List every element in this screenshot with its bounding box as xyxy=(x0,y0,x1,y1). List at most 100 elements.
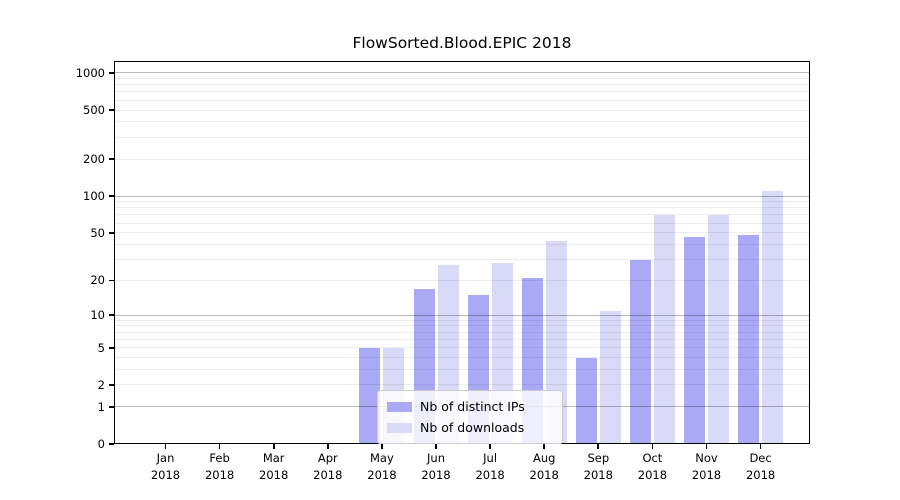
bar-downloads-nov xyxy=(708,214,729,444)
gridline-minor xyxy=(114,91,810,93)
gridline-minor xyxy=(114,109,810,111)
y-tick-label: 0 xyxy=(97,437,105,451)
x-tick-label-year: 2018 xyxy=(421,468,451,482)
y-tick-label: 50 xyxy=(90,225,105,240)
y-tick-label: 100 xyxy=(83,189,105,204)
x-tick-mark xyxy=(272,444,275,449)
y-tick-mark xyxy=(109,195,114,197)
x-tick-label-year: 2018 xyxy=(637,468,668,482)
y-tick-label: 5 xyxy=(97,340,105,355)
x-tick-mark xyxy=(326,444,329,449)
gridline-minor xyxy=(114,259,810,261)
y-tick-label: 20 xyxy=(90,273,105,288)
gridline-minor xyxy=(114,338,810,340)
x-tick-label-year: 2018 xyxy=(259,468,289,482)
gridline-minor xyxy=(114,243,810,245)
x-tick-mark xyxy=(435,444,437,449)
gridline-minor xyxy=(114,369,810,371)
bar-distinct-ips-may xyxy=(359,347,381,444)
y-tick-mark xyxy=(109,405,114,408)
bar-distinct-ips-dec xyxy=(738,234,760,444)
legend-swatch-downloads xyxy=(387,422,412,433)
x-tick-label-year: 2018 xyxy=(529,468,559,482)
x-tick-label-month: Jul xyxy=(483,451,498,465)
bar-distinct-ips-nov xyxy=(684,237,705,444)
x-tick-label: Mar 2018 xyxy=(259,450,288,484)
x-tick-label-month: Feb xyxy=(209,451,230,465)
bar-distinct-ips-oct xyxy=(629,259,651,444)
gridline-minor xyxy=(114,158,810,160)
x-tick-mark xyxy=(164,444,167,449)
gridline-minor xyxy=(114,214,810,216)
x-tick-label: Apr 2018 xyxy=(313,450,342,484)
y-tick-label: 1000 xyxy=(75,65,105,80)
y-tick-mark xyxy=(109,279,114,282)
x-tick-label-year: 2018 xyxy=(204,468,235,482)
x-tick-label: Oct 2018 xyxy=(638,450,667,484)
y-tick-mark xyxy=(109,231,114,234)
x-tick-label: Aug 2018 xyxy=(530,450,559,484)
gridline-major xyxy=(114,314,810,316)
chart-title: FlowSorted.Blood.EPIC 2018 xyxy=(352,34,572,52)
gridline-minor xyxy=(114,325,810,327)
x-tick-label: Sep 2018 xyxy=(584,450,613,484)
gridline-minor xyxy=(114,347,810,349)
x-tick-mark xyxy=(218,444,221,449)
gridline-major xyxy=(114,195,810,197)
x-tick-mark xyxy=(381,444,383,449)
x-tick-label: Nov 2018 xyxy=(692,450,721,484)
y-tick-label: 2 xyxy=(97,377,105,392)
gridline-minor xyxy=(114,232,810,234)
x-tick-mark xyxy=(651,444,654,449)
gridline-minor xyxy=(114,78,810,79)
y-tick-label: 500 xyxy=(83,103,105,118)
y-tick-mark xyxy=(109,443,114,445)
x-tick-mark xyxy=(759,444,762,449)
x-tick-label: Feb 2018 xyxy=(205,450,234,484)
legend-swatch-distinct-ips xyxy=(387,401,412,412)
x-tick-label: Jun 2018 xyxy=(421,450,450,484)
x-tick-mark xyxy=(705,444,708,449)
x-tick-label-month: Dec xyxy=(749,451,772,465)
bar-downloads-dec xyxy=(762,190,784,444)
x-tick-label: Jul 2018 xyxy=(475,450,504,484)
x-tick-label: May 2018 xyxy=(367,450,396,484)
x-tick-label-month: Nov xyxy=(695,451,718,465)
x-tick-label-year: 2018 xyxy=(745,468,776,482)
gridline-minor xyxy=(114,384,810,386)
x-tick-label-month: Oct xyxy=(642,451,663,465)
y-tick-mark xyxy=(109,346,114,349)
y-tick-mark xyxy=(109,314,114,317)
legend-item-downloads: Nb of downloads xyxy=(387,417,562,438)
y-tick-label: 10 xyxy=(90,308,105,323)
x-tick-label: Dec 2018 xyxy=(746,450,775,484)
gridline-minor xyxy=(114,279,810,281)
gridline-minor xyxy=(114,222,810,224)
bar-downloads-oct xyxy=(653,214,675,444)
x-tick-mark xyxy=(489,444,491,449)
gridline-minor xyxy=(114,84,810,86)
gridline-minor xyxy=(114,99,810,101)
x-tick-label-year: 2018 xyxy=(313,468,343,482)
y-tick-mark xyxy=(109,384,114,386)
gridline-minor xyxy=(114,207,810,209)
x-tick-label-month: Jan xyxy=(156,451,175,465)
bar-downloads-sep xyxy=(599,310,621,444)
gridline-minor xyxy=(114,357,810,359)
x-tick-label-month: Sep xyxy=(587,451,610,465)
y-tick-mark xyxy=(109,158,114,160)
gridline-minor xyxy=(114,121,810,123)
legend-label-distinct-ips: Nb of distinct IPs xyxy=(420,399,525,414)
x-tick-label-year: 2018 xyxy=(583,468,613,482)
y-tick-mark xyxy=(109,109,114,111)
x-tick-label: Jan 2018 xyxy=(151,450,180,484)
y-tick-mark xyxy=(109,71,114,74)
bar-distinct-ips-sep xyxy=(575,357,597,444)
x-tick-label-month: Mar xyxy=(262,451,285,465)
y-tick-label: 1 xyxy=(97,399,105,414)
x-tick-label-year: 2018 xyxy=(150,468,181,482)
plot-frame xyxy=(114,61,810,444)
y-tick-label: 200 xyxy=(83,152,105,167)
x-tick-label-year: 2018 xyxy=(475,468,505,482)
x-tick-label-month: Apr xyxy=(317,451,338,465)
